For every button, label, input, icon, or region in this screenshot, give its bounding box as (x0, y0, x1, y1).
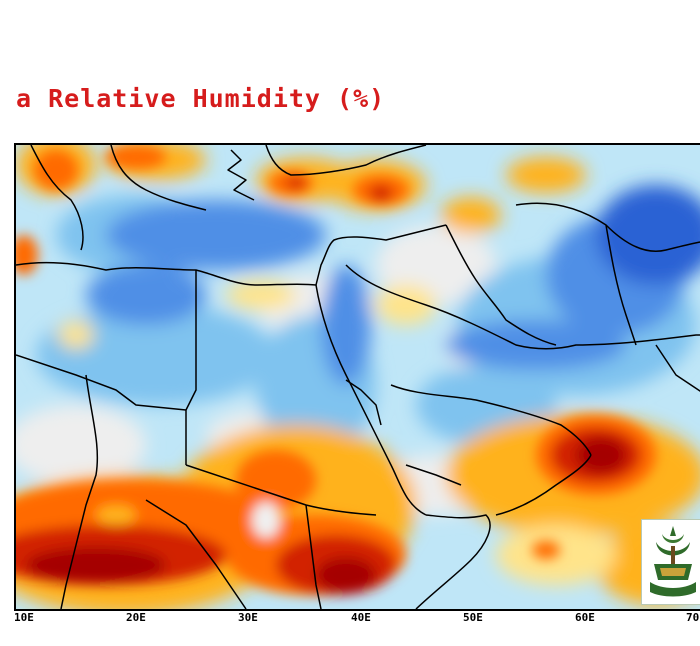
lon-label-70e: 70E (686, 611, 700, 624)
lon-label-10e: 10E (14, 611, 34, 624)
lon-label-30e: 30E (238, 611, 258, 624)
university-emblem-logo (641, 519, 700, 605)
emblem-icon (642, 520, 700, 604)
lon-label-60e: 60E (575, 611, 595, 624)
humidity-map (14, 143, 700, 611)
lon-label-50e: 50E (463, 611, 483, 624)
chart-title: a Relative Humidity (%) (16, 84, 386, 113)
humidity-field-core (16, 145, 656, 595)
coastlines (16, 145, 700, 609)
lon-label-40e: 40E (351, 611, 371, 624)
humidity-map-svg (16, 145, 700, 609)
lon-label-20e: 20E (126, 611, 146, 624)
